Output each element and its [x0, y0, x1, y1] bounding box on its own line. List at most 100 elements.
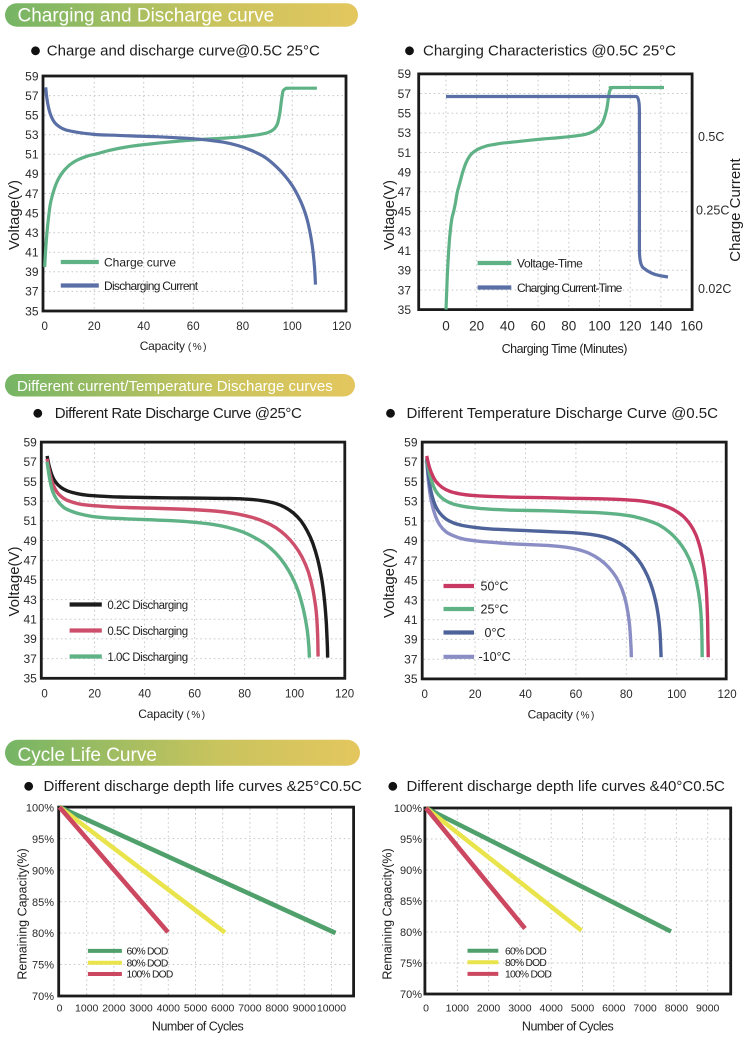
svg-text:0.5C Discharging: 0.5C Discharging: [107, 626, 187, 638]
svg-text:100: 100: [588, 319, 611, 334]
svg-text:120: 120: [718, 689, 737, 701]
svg-text:Voltage(V): Voltage(V): [381, 548, 398, 618]
svg-text:0: 0: [41, 321, 47, 333]
svg-text:Number of Cycles: Number of Cycles: [522, 1020, 614, 1034]
svg-text:Voltage(V): Voltage(V): [381, 180, 398, 250]
svg-text:37: 37: [404, 653, 418, 667]
svg-text:39: 39: [23, 632, 37, 646]
svg-text:80: 80: [561, 319, 576, 334]
svg-text:45: 45: [23, 573, 37, 587]
svg-text:80%: 80%: [400, 927, 422, 939]
svg-text:85%: 85%: [400, 896, 422, 908]
svg-text:80: 80: [620, 689, 633, 701]
svg-text:59: 59: [23, 435, 37, 449]
svg-text:Remaining Capacity(%): Remaining Capacity(%): [16, 848, 30, 979]
svg-text:49: 49: [25, 167, 39, 181]
svg-text:Voltage-Time: Voltage-Time: [517, 256, 583, 270]
svg-text:35: 35: [398, 303, 412, 317]
svg-text:59: 59: [404, 435, 418, 449]
svg-text:49: 49: [23, 534, 37, 548]
svg-text:Charging and Discharge curve: Charging and Discharge curve: [18, 5, 275, 26]
svg-text:40: 40: [519, 689, 532, 701]
svg-text:43: 43: [404, 593, 418, 607]
svg-text:Voltage(V): Voltage(V): [6, 180, 23, 250]
svg-text:20: 20: [469, 689, 482, 701]
svg-text:120: 120: [335, 689, 354, 701]
svg-text:90%: 90%: [32, 865, 54, 877]
svg-text:53: 53: [23, 494, 37, 508]
svg-text:39: 39: [404, 633, 418, 647]
svg-text:60: 60: [187, 321, 200, 333]
svg-text:57: 57: [404, 455, 418, 469]
svg-text:0°C: 0°C: [485, 626, 506, 640]
svg-text:45: 45: [404, 574, 418, 588]
svg-text:39: 39: [25, 265, 39, 279]
svg-text:Capacity (%): Capacity (%): [528, 708, 596, 722]
svg-text:95%: 95%: [400, 834, 422, 846]
svg-text:20: 20: [469, 319, 484, 334]
svg-text:75%: 75%: [32, 960, 54, 972]
svg-text:45: 45: [25, 206, 39, 220]
svg-text:Different current/Temperature: Different current/Temperature Discharge …: [17, 378, 333, 395]
svg-text:100%: 100%: [394, 803, 422, 815]
svg-text:Voltage(V): Voltage(V): [6, 546, 23, 616]
svg-text:Discharging Current: Discharging Current: [104, 279, 199, 293]
svg-text:120: 120: [619, 319, 642, 334]
svg-text:Cycle Life Curve: Cycle Life Curve: [18, 745, 157, 766]
svg-text:Capacity (%): Capacity (%): [140, 339, 208, 353]
svg-text:2000: 2000: [477, 1003, 501, 1015]
svg-text:37: 37: [23, 652, 37, 666]
svg-text:51: 51: [25, 148, 39, 162]
svg-text:Capacity (%): Capacity (%): [138, 707, 206, 721]
svg-text:4000: 4000: [540, 1003, 564, 1015]
svg-text:57: 57: [398, 87, 412, 101]
svg-text:49: 49: [404, 534, 418, 548]
svg-text:51: 51: [404, 514, 418, 528]
svg-text:35: 35: [25, 304, 39, 318]
svg-text:70%: 70%: [400, 989, 422, 1001]
svg-text:3000: 3000: [508, 1003, 532, 1015]
svg-text:60: 60: [531, 319, 546, 334]
svg-text:80%: 80%: [32, 928, 54, 940]
svg-text:0.2C Discharging: 0.2C Discharging: [107, 600, 187, 612]
svg-text:100: 100: [285, 689, 304, 701]
svg-text:59: 59: [25, 69, 39, 83]
svg-text:2000: 2000: [102, 1003, 126, 1015]
svg-text:4000: 4000: [157, 1003, 181, 1015]
svg-text:10000: 10000: [317, 1003, 346, 1015]
svg-text:Charging Current-Time: Charging Current-Time: [517, 281, 623, 295]
svg-text:70%: 70%: [32, 991, 54, 1003]
svg-text:53: 53: [25, 128, 39, 142]
svg-text:6000: 6000: [211, 1003, 235, 1015]
svg-text:100% DOD: 100% DOD: [505, 970, 551, 981]
svg-text:55: 55: [398, 107, 412, 121]
svg-text:51: 51: [398, 146, 412, 160]
svg-text:85%: 85%: [32, 897, 54, 909]
svg-text:100% DOD: 100% DOD: [127, 970, 173, 981]
svg-text:120: 120: [332, 321, 351, 333]
svg-text:43: 43: [23, 593, 37, 607]
svg-text:40: 40: [138, 689, 151, 701]
svg-text:55: 55: [23, 475, 37, 489]
svg-text:20: 20: [88, 321, 101, 333]
svg-text:51: 51: [23, 514, 37, 528]
svg-text:43: 43: [25, 226, 39, 240]
svg-text:0.5C: 0.5C: [698, 130, 724, 144]
svg-text:60% DOD: 60% DOD: [505, 946, 546, 957]
svg-text:100%: 100%: [26, 802, 54, 814]
svg-text:20: 20: [88, 689, 101, 701]
svg-text:8000: 8000: [665, 1003, 689, 1015]
svg-text:80: 80: [236, 321, 249, 333]
svg-text:7000: 7000: [633, 1003, 657, 1015]
svg-text:49: 49: [398, 165, 412, 179]
svg-text:Number of Cycles: Number of Cycles: [152, 1020, 244, 1034]
svg-text:90%: 90%: [400, 865, 422, 877]
svg-text:50°C: 50°C: [481, 579, 509, 593]
svg-text:35: 35: [23, 672, 37, 686]
svg-text:Different discharge depth life: Different discharge depth life curves &2…: [44, 778, 363, 795]
svg-text:3000: 3000: [129, 1003, 153, 1015]
svg-text:59: 59: [398, 67, 412, 81]
svg-text:95%: 95%: [32, 834, 54, 846]
svg-text:100: 100: [283, 321, 302, 333]
svg-text:75%: 75%: [400, 958, 422, 970]
